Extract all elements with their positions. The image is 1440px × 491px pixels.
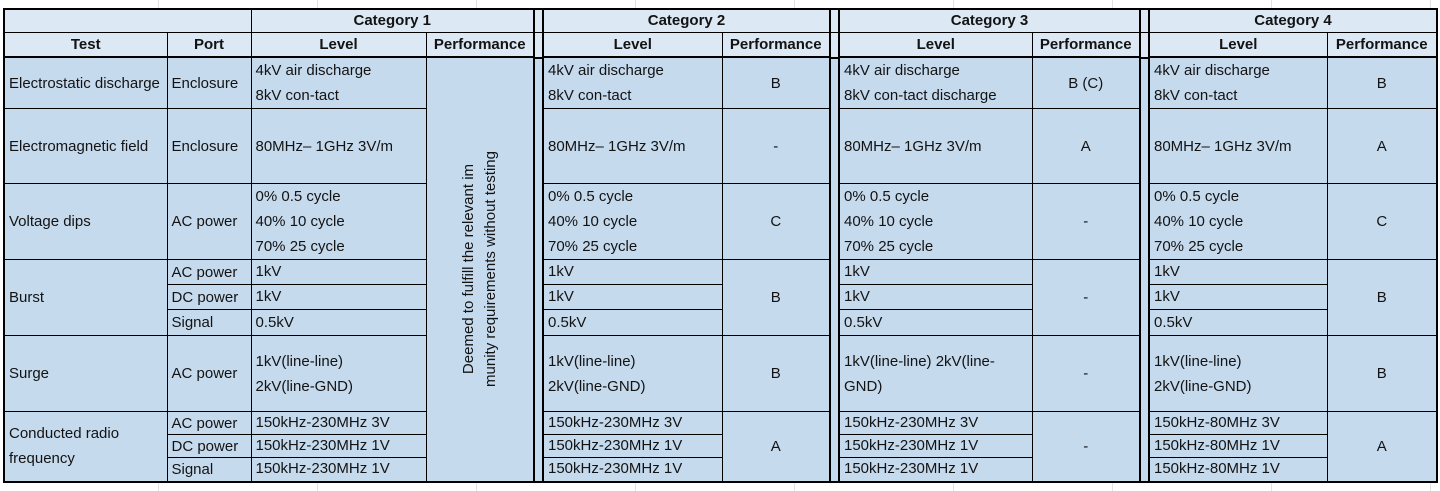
cell-conducted-test: Conducted radio frequency [3,411,168,482]
cell-surge-test: Surge [3,335,168,412]
cell-esd-level-c1: 4kV air discharge 8kV con-tact [250,56,427,109]
cell-conducted-port-dc: DC power [166,434,252,458]
cell-dips-level-c2: 0% 0.5 cycle 40% 10 cycle 70% 25 cycle [542,183,723,260]
cell-esd-test: Electrostatic discharge [3,56,168,109]
cell-emfield-level-c1: 80MHz– 1GHz 3V/m [250,108,427,184]
cell-burst-level-signal-c4: 0.5kV [1148,309,1328,336]
cell-surge-perf-c2: B [721,335,831,412]
cell-burst-test: Burst [3,259,168,336]
cell-emfield-test: Electromagnetic field [3,108,168,184]
header-performance-c1: Performance [425,31,535,58]
header-category-2: Category 2 [542,8,831,33]
cell-esd-level-c3: 4kV air discharge 8kV con-tact discharge [838,56,1033,109]
deemed-note-text: Deemed to fulfill the relevant im munity… [459,151,499,388]
cell-emfield-perf-c3: A [1031,108,1141,184]
cell-conducted-level-dc-c1: 150kHz-230MHz 1V [250,434,427,458]
cell-emfield-level-c2: 80MHz– 1GHz 3V/m [542,108,723,184]
category-divider-2 [829,9,840,482]
header-level-c4: Level [1148,31,1328,58]
cell-emfield-level-c3: 80MHz– 1GHz 3V/m [838,108,1033,184]
cell-esd-level-c4: 4kV air discharge 8kV con-tact [1148,56,1328,109]
cell-burst-level-ac-c2: 1kV [542,259,723,285]
cell-conducted-level-ac-c3: 150kHz-230MHz 3V [838,411,1033,435]
cell-burst-level-ac-c3: 1kV [838,259,1033,285]
cell-surge-perf-c3: - [1031,335,1141,412]
cell-surge-level-c1: 1kV(line-line) 2kV(line-GND) [250,335,427,412]
cell-burst-level-signal-c2: 0.5kV [542,309,723,336]
cell-emfield-perf-c2: - [721,108,831,184]
cell-dips-level-c3: 0% 0.5 cycle 40% 10 cycle 70% 25 cycle [838,183,1033,260]
cell-conducted-level-dc-c3: 150kHz-230MHz 1V [838,434,1033,458]
header-level-c3: Level [838,31,1033,58]
cell-burst-level-dc-c2: 1kV [542,284,723,310]
header-performance-c4: Performance [1326,31,1438,58]
cell-surge-port: AC power [166,335,252,412]
cell-conducted-level-ac-c2: 150kHz-230MHz 3V [542,411,723,435]
cell-burst-level-signal-c3: 0.5kV [838,309,1033,336]
cell-dips-port: AC power [166,183,252,260]
cell-dips-level-c4: 0% 0.5 cycle 40% 10 cycle 70% 25 cycle [1148,183,1328,260]
header-level-c1: Level [250,31,427,58]
corner-cell [3,8,252,33]
cell-conducted-perf-c2: A [721,411,831,482]
cell-burst-level-ac-c4: 1kV [1148,259,1328,285]
cell-category1-performance-note: Deemed to fulfill the relevant im munity… [425,56,535,482]
cell-conducted-port-signal: Signal [166,457,252,482]
cell-burst-level-dc-c1: 1kV [250,284,427,310]
cell-esd-perf-c2: B [721,56,831,109]
cell-dips-perf-c4: C [1326,183,1438,260]
cell-conducted-level-ac-c4: 150kHz-80MHz 3V [1148,411,1328,435]
cell-burst-perf-c4: B [1326,259,1438,336]
cell-burst-level-signal-c1: 0.5kV [250,309,427,336]
cell-conducted-level-dc-c2: 150kHz-230MHz 1V [542,434,723,458]
header-performance-c3: Performance [1031,31,1141,58]
cell-conducted-level-ac-c1: 150kHz-230MHz 3V [250,411,427,435]
header-port: Port [166,31,252,58]
cell-conducted-level-dc-c4: 150kHz-80MHz 1V [1148,434,1328,458]
cell-burst-perf-c3: - [1031,259,1141,336]
header-category-4: Category 4 [1148,8,1438,33]
cell-surge-level-c3: 1kV(line-line) 2kV(line-GND) [838,335,1033,412]
cell-esd-port: Enclosure [166,56,252,109]
cell-burst-level-dc-c4: 1kV [1148,284,1328,310]
cell-burst-perf-c2: B [721,259,831,336]
cell-burst-port-signal: Signal [166,309,252,336]
cell-dips-level-c1: 0% 0.5 cycle 40% 10 cycle 70% 25 cycle [250,183,427,260]
category-divider-1 [533,9,544,482]
cell-emfield-perf-c4: A [1326,108,1438,184]
cell-burst-level-dc-c3: 1kV [838,284,1033,310]
cell-dips-perf-c2: C [721,183,831,260]
cell-conducted-level-signal-c2: 150kHz-230MHz 1V [542,457,723,482]
header-test: Test [3,31,168,58]
category-divider-3 [1139,9,1150,482]
cell-surge-perf-c4: B [1326,335,1438,412]
cell-conducted-port-ac: AC power [166,411,252,435]
cell-conducted-perf-c4: A [1326,411,1438,482]
header-category-1: Category 1 [250,8,535,33]
cell-burst-port-dc: DC power [166,284,252,310]
cell-emfield-port: Enclosure [166,108,252,184]
cell-conducted-level-signal-c3: 150kHz-230MHz 1V [838,457,1033,482]
cell-burst-level-ac-c1: 1kV [250,259,427,285]
cell-conducted-level-signal-c4: 150kHz-80MHz 1V [1148,457,1328,482]
cell-conducted-perf-c3: - [1031,411,1141,482]
cell-dips-test: Voltage dips [3,183,168,260]
cell-esd-level-c2: 4kV air discharge 8kV con-tact [542,56,723,109]
cell-dips-perf-c3: - [1031,183,1141,260]
cell-surge-level-c2: 1kV(line-line) 2kV(line-GND) [542,335,723,412]
cell-conducted-level-signal-c1: 150kHz-230MHz 1V [250,457,427,482]
emc-immunity-table: Category 1 Category 2 Category 3 Categor… [3,8,1438,483]
cell-emfield-level-c4: 80MHz– 1GHz 3V/m [1148,108,1328,184]
header-category-3: Category 3 [838,8,1141,33]
header-level-c2: Level [542,31,723,58]
cell-surge-level-c4: 1kV(line-line) 2kV(line-GND) [1148,335,1328,412]
cell-esd-perf-c4: B [1326,56,1438,109]
header-performance-c2: Performance [721,31,831,58]
cell-burst-port-ac: AC power [166,259,252,285]
cell-esd-perf-c3: B (C) [1031,56,1141,109]
